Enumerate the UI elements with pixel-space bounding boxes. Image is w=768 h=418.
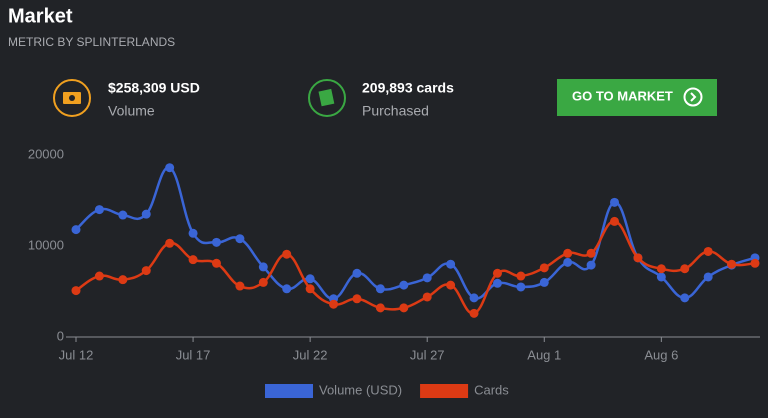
data-point — [539, 277, 549, 287]
data-point — [610, 216, 620, 226]
data-point — [563, 248, 573, 258]
data-point — [586, 260, 596, 270]
data-point — [258, 262, 268, 272]
cards-icon-shape — [318, 88, 335, 107]
data-point — [235, 281, 245, 291]
data-point — [563, 257, 573, 267]
data-point — [703, 246, 713, 256]
data-point — [188, 255, 198, 265]
data-point — [750, 258, 760, 268]
data-point — [235, 234, 245, 244]
data-point — [727, 259, 737, 269]
data-point — [211, 237, 221, 247]
stat-label: Purchased — [362, 103, 429, 119]
data-point — [118, 210, 128, 220]
data-point — [492, 278, 502, 288]
data-point — [352, 294, 362, 304]
button-arrow — [690, 92, 697, 102]
data-point — [94, 205, 104, 215]
data-point — [141, 209, 151, 219]
volume-icon — [53, 79, 91, 117]
legend-swatch — [265, 384, 313, 398]
data-point — [165, 238, 175, 248]
legend-label: Volume (USD) — [319, 382, 402, 397]
volume-stat: $258,309 USD Volume — [53, 79, 200, 119]
market-button[interactable]: GO TO MARKET — [557, 79, 717, 116]
stat-value: $258,309 USD — [108, 80, 200, 96]
legend-label: Cards — [474, 382, 509, 397]
data-point — [352, 268, 362, 278]
data-point — [516, 271, 526, 281]
data-point — [118, 275, 128, 285]
data-point — [492, 268, 502, 278]
data-point — [446, 280, 456, 290]
series-line — [75, 166, 756, 301]
data-point — [422, 273, 432, 283]
data-point — [446, 259, 456, 269]
x-tick-label: Jul 12 — [59, 347, 94, 362]
button-label[interactable]: GO TO MARKET — [572, 88, 673, 103]
data-point — [282, 284, 292, 294]
x-tick-label: Jul 22 — [293, 347, 328, 362]
button-icon — [683, 87, 703, 107]
data-point — [399, 303, 409, 313]
stat-value: 209,893 cards — [362, 80, 454, 96]
series-line — [75, 220, 756, 315]
data-point — [680, 293, 690, 303]
data-point — [633, 253, 643, 263]
data-point — [258, 277, 268, 287]
x-tick-label: Aug 6 — [644, 347, 678, 362]
data-point — [610, 197, 620, 207]
legend-swatch — [420, 384, 469, 398]
data-point — [469, 308, 479, 318]
data-point — [305, 274, 315, 284]
data-point — [141, 266, 151, 276]
data-point — [680, 264, 690, 274]
data-point — [656, 272, 666, 282]
stat-label: Volume — [108, 103, 155, 119]
data-point — [188, 228, 198, 238]
data-point — [71, 286, 81, 296]
data-point — [539, 263, 549, 273]
data-point — [282, 249, 292, 259]
data-point — [375, 303, 385, 313]
money-icon-dot — [69, 95, 75, 101]
data-point — [375, 284, 385, 294]
title: Market — [8, 5, 73, 27]
subtitle: METRIC BY SPLINTERLANDS — [8, 35, 175, 49]
data-point — [399, 280, 409, 290]
data-point — [469, 293, 479, 303]
data-point — [586, 248, 596, 258]
x-tick-label: Aug 1 — [527, 347, 561, 362]
data-point — [211, 258, 221, 268]
data-point — [329, 299, 339, 309]
data-point — [656, 264, 666, 274]
x-tick-label: Jul 17 — [176, 347, 211, 362]
cards-stat: 209,893 cards Purchased — [308, 79, 454, 119]
y-tick-label: 10000 — [28, 237, 64, 252]
x-tick-label: Jul 27 — [410, 347, 445, 362]
data-point — [422, 292, 432, 302]
cards-icon — [308, 79, 346, 117]
data-point — [71, 225, 81, 235]
data-point — [94, 271, 104, 281]
data-point — [305, 284, 315, 294]
y-tick-label: 0 — [57, 328, 64, 343]
data-point — [703, 272, 713, 282]
data-point — [165, 163, 175, 173]
button-bg[interactable] — [557, 79, 717, 116]
y-tick-label: 20000 — [28, 146, 64, 161]
data-point — [516, 282, 526, 292]
